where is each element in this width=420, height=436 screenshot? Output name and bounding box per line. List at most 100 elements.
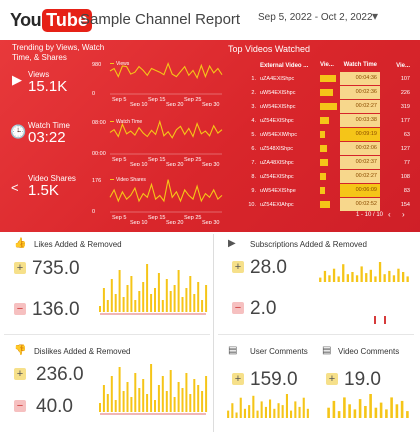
bar [332, 400, 336, 418]
minus-icon: − [14, 400, 26, 412]
video-id: uZA48XlShpc [260, 159, 294, 166]
bar [99, 306, 101, 312]
views-cell: 177 [400, 117, 410, 124]
plus-icon: + [232, 261, 244, 273]
dislikes-removed-value: 40.0 [36, 396, 73, 417]
bar [248, 405, 251, 418]
x-tick-label: Sep 20 [166, 162, 183, 166]
bar [369, 269, 372, 282]
subs-removed-marks [374, 316, 386, 324]
bar [342, 264, 345, 282]
bar [231, 403, 234, 418]
table-row[interactable]: 2. uW54EXlShpc 00:02:36 226 [244, 86, 414, 99]
bar [227, 410, 230, 418]
row-number: 4. [251, 117, 256, 124]
trend-line [109, 61, 223, 80]
watch-time-cell: 00:04:36 [340, 72, 380, 85]
views-bar [320, 89, 338, 96]
trend-line [109, 119, 223, 139]
bar [102, 288, 105, 312]
share-icon: < [11, 180, 19, 195]
bar [189, 276, 192, 312]
bar [264, 406, 267, 418]
table-row[interactable]: 6. uZ548XlShpc 00:02:06 127 [244, 142, 414, 155]
bar [134, 373, 137, 412]
row-number: 3. [251, 103, 256, 110]
youtube-logo: You Tube [10, 7, 92, 33]
views-bar [320, 187, 338, 194]
shares-trend-chart: 176 0 Video Shares Sep 5 Sep 15 Sep 25 Sep 10 S… [92, 177, 223, 224]
x-tick-label: Sep 30 [202, 102, 219, 106]
caret-down-icon[interactable]: ▾ [372, 9, 379, 23]
bar [173, 397, 176, 412]
table-row[interactable]: 7. uZA48XlShpc 00:02:37 77 [244, 156, 414, 169]
bar [351, 272, 354, 282]
shares-label: Video Shares [28, 174, 76, 183]
bar [126, 382, 129, 412]
subs-removed-value: 2.0 [250, 298, 277, 319]
comment-icon: ▤ [322, 345, 332, 356]
bar [106, 394, 109, 412]
bar [154, 400, 156, 412]
prev-page-icon[interactable]: ‹ [388, 210, 391, 219]
bar [256, 410, 259, 418]
next-page-icon[interactable]: › [402, 210, 405, 219]
row-number: 8. [251, 173, 256, 180]
bar [134, 300, 137, 312]
bar [302, 397, 305, 418]
date-range-picker[interactable]: Sep 5, 2022 - Oct 2, 2022 [258, 12, 373, 23]
bar [277, 403, 280, 418]
watch-time-cell: 00:09:19 [340, 128, 380, 141]
bar [392, 275, 396, 282]
bar [173, 285, 176, 312]
x-tick-label: Sep 15 [148, 215, 165, 221]
watch-time-cell: 00:02:27 [340, 170, 380, 183]
header: You Tube Sample Channel Report Sep 5, 202… [0, 0, 420, 40]
watch-time-value: 03:22 [28, 129, 66, 146]
bar [157, 385, 160, 412]
bar [118, 270, 121, 312]
views-bar [320, 131, 338, 138]
bar [181, 297, 184, 312]
clock-icon: 🕒 [10, 124, 27, 139]
views-cell: 127 [400, 145, 410, 152]
row-number: 1. [251, 75, 256, 82]
bar [146, 264, 149, 312]
bar [273, 408, 276, 418]
thumbs-up-icon: 👍 [14, 238, 27, 249]
video-id: uZ548XlShpc [260, 145, 294, 152]
table-row[interactable]: 3. uW54EXlShpc 00:02:27 319 [244, 100, 414, 113]
bar [323, 270, 327, 282]
table-row[interactable]: 1. uZA4EXlShpc 00:04:36 107 [244, 72, 414, 85]
table-row[interactable]: 5. uW54EXlWhpc 00:09:19 63 [244, 128, 414, 141]
bar [169, 291, 172, 312]
bar [397, 268, 400, 282]
bar [260, 401, 263, 418]
panel-divider [213, 234, 214, 432]
table-row[interactable]: 9. uW54EXlShpe 00:06:09 83 [244, 184, 414, 197]
comment-icon: ▤ [228, 345, 238, 356]
views-bar [320, 159, 338, 166]
dislikes-title: Dislikes Added & Removed [34, 347, 131, 356]
table-row[interactable]: 10. uZ54EXlAhpc 00:02:52 154 [244, 198, 414, 211]
y-max-label: 980 [92, 62, 101, 68]
youtube-play-icon: ▶ [228, 238, 236, 249]
bar [201, 300, 204, 312]
bar [252, 395, 255, 418]
y-max-label: 08:00 [92, 120, 106, 126]
bar [110, 376, 113, 412]
bar [327, 407, 330, 418]
bar [285, 394, 288, 418]
watch-time-cell: 00:02:36 [340, 86, 380, 99]
table-row[interactable]: 8. uZ54EXlShpc 00:02:27 108 [244, 170, 414, 183]
video-id: uZ54EXlAhpc [260, 201, 294, 208]
bar [379, 402, 383, 418]
likes-removed-value: 136.0 [32, 299, 80, 320]
video-id: uW54EXlShpe [260, 187, 296, 194]
views-cell: 154 [400, 201, 410, 208]
table-row[interactable]: 4. uZ54EXlShpc 00:03:38 177 [244, 114, 414, 127]
bar [189, 394, 192, 412]
views-cell: 107 [400, 75, 410, 82]
series-legend: Watch Time [116, 119, 142, 125]
bar [142, 282, 145, 312]
